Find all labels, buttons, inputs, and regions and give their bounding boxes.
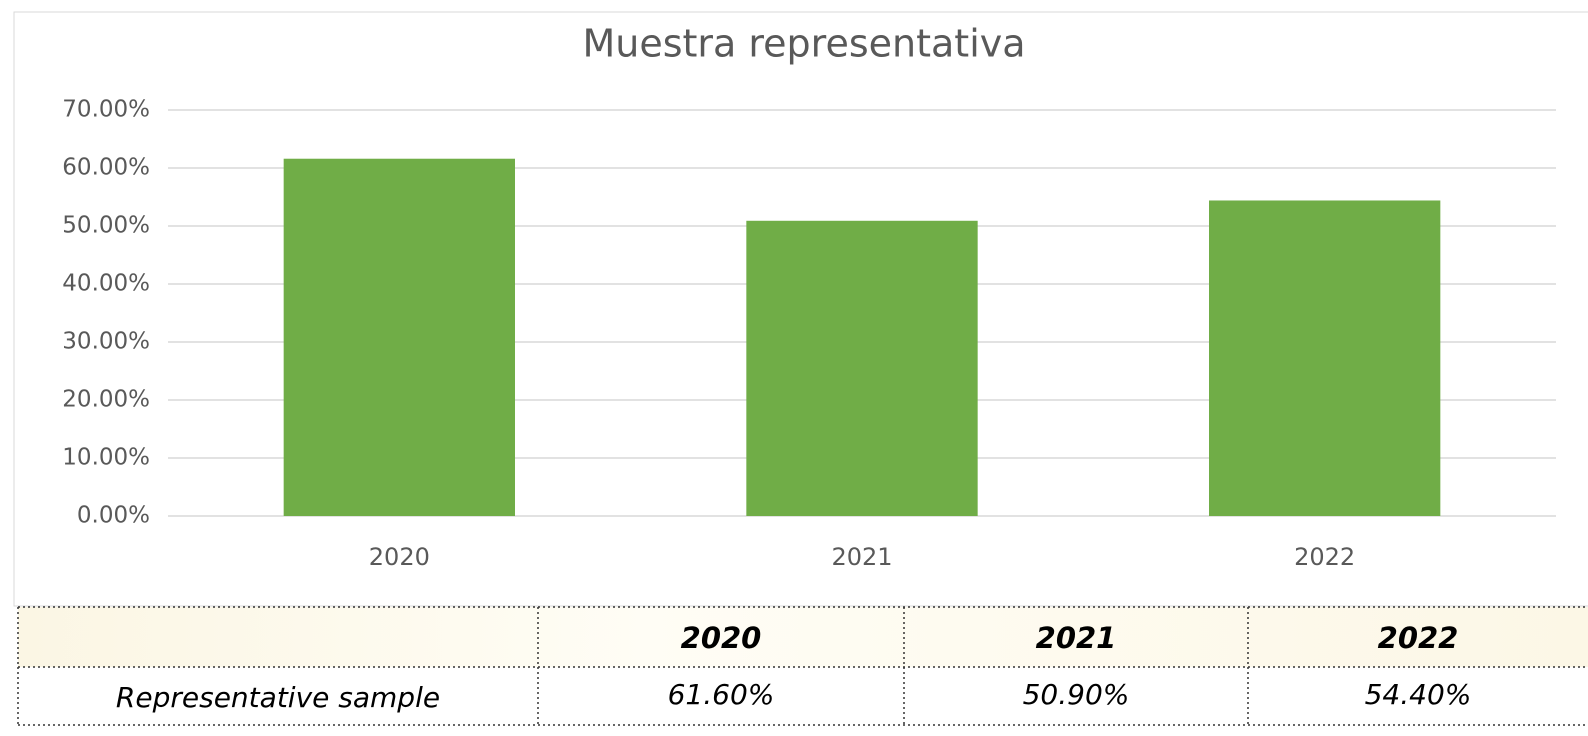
table-header-cell: 2022	[1378, 621, 1459, 655]
bar	[1209, 200, 1441, 517]
table-cell: 50.90%	[1023, 678, 1130, 711]
table-grid	[17, 606, 1588, 726]
y-tick-label: 10.00%	[62, 445, 150, 471]
table-header-cell: 2021	[1036, 621, 1117, 655]
table-header-cell: 2020	[681, 621, 762, 655]
table-cell: 61.60%	[668, 678, 775, 711]
x-tick-label: 2021	[831, 543, 892, 571]
x-tick-label: 2020	[369, 543, 430, 571]
y-tick-label: 70.00%	[62, 97, 150, 123]
y-tick-label: 30.00%	[62, 329, 150, 355]
table-header-bg	[18, 607, 1588, 667]
y-tick-label: 20.00%	[62, 387, 150, 413]
y-tick-label: 40.00%	[62, 271, 150, 297]
bar	[746, 220, 978, 516]
y-tick-label: 50.00%	[62, 213, 150, 239]
table-row-label: Representative sample	[116, 681, 440, 714]
bar	[283, 158, 515, 516]
table-cell: 54.40%	[1365, 678, 1472, 711]
y-tick-label: 0.00%	[77, 503, 150, 529]
chart-title: Muestra representativa	[582, 22, 1025, 66]
y-tick-label: 60.00%	[62, 155, 150, 181]
x-tick-label: 2022	[1294, 543, 1355, 571]
